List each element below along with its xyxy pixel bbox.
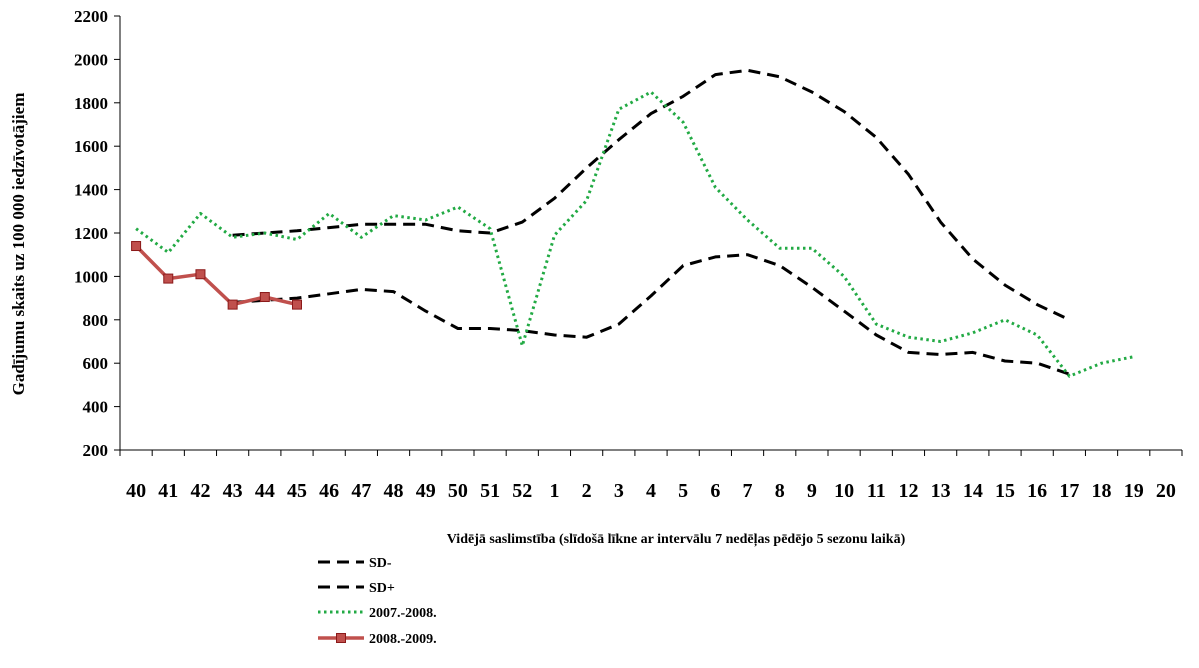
- x-tick-label: 15: [995, 480, 1015, 502]
- y-axis-title: Gadījumu skaits uz 100 000 iedzīvotājiem: [9, 93, 28, 396]
- y-tick-label: 1600: [74, 137, 108, 156]
- x-tick-label: 51: [480, 480, 500, 502]
- x-tick-label: 7: [743, 480, 753, 502]
- x-tick-label: 12: [898, 480, 918, 502]
- legend-label: SD+: [369, 581, 395, 596]
- series-line-3: [135, 90, 1134, 378]
- series-point: [292, 299, 302, 310]
- series-line-2: [232, 68, 1071, 322]
- x-tick-label: 18: [1092, 480, 1112, 502]
- x-tick-label: 47: [351, 480, 371, 502]
- y-tick-label: 1000: [74, 267, 108, 286]
- x-tick-label: 48: [384, 480, 404, 502]
- x-tick-label: 19: [1124, 480, 1144, 502]
- y-tick-label: 1400: [74, 181, 108, 200]
- x-tick-label: 2: [582, 480, 592, 502]
- x-axis-ticks: 40 41 42 43 44 45 46 47 48 49 50 51 52 1 2 3 4 5 6 7 8 9 10 11 1…: [119, 450, 1183, 502]
- x-tick-label: 5: [678, 480, 688, 502]
- legend-label: 2008.-2009.: [369, 632, 437, 647]
- legend: Vidējā saslimstība (slīdošā līkne ar int…: [318, 532, 906, 647]
- series-line-4: [134, 244, 298, 307]
- legend-title: Vidējā saslimstība (slīdošā līkne ar int…: [447, 532, 906, 547]
- y-tick-label: 400: [83, 398, 109, 417]
- x-tick-label: 42: [190, 480, 210, 502]
- x-tick-label: 14: [963, 480, 983, 502]
- legend-label: SD-: [369, 556, 392, 571]
- series-point: [163, 273, 174, 284]
- series-layer: [131, 68, 1134, 378]
- x-tick-label: 43: [223, 480, 243, 502]
- x-tick-label: 4: [646, 480, 656, 502]
- y-tick-label: 1800: [74, 94, 108, 113]
- x-tick-label: 1: [549, 480, 559, 502]
- y-axis-ticks: 200 400 600 800 1000 1200 1400 1600 1800 2000 2200: [74, 7, 120, 460]
- x-tick-label: 17: [1059, 480, 1079, 502]
- x-tick-label: 40: [126, 480, 146, 502]
- series-line-1: [232, 253, 1070, 376]
- x-tick-label: 45: [287, 480, 307, 502]
- x-tick-label: 46: [319, 480, 339, 502]
- x-tick-label: 10: [834, 480, 854, 502]
- x-tick-label: 13: [931, 480, 951, 502]
- x-tick-label: 41: [158, 480, 178, 502]
- x-tick-label: 8: [775, 480, 785, 502]
- x-tick-label: 20: [1156, 480, 1176, 502]
- y-tick-label: 600: [83, 354, 109, 373]
- x-tick-label: 6: [710, 480, 720, 502]
- y-tick-label: 1200: [74, 224, 108, 243]
- y-tick-label: 2000: [74, 50, 108, 69]
- x-tick-label: 9: [807, 480, 817, 502]
- x-tick-label: 11: [867, 480, 886, 502]
- y-tick-label: 2200: [74, 7, 108, 26]
- series-point: [131, 241, 142, 252]
- x-tick-label: 3: [614, 480, 624, 502]
- x-tick-label: 50: [448, 480, 468, 502]
- x-tick-label: 44: [255, 480, 275, 502]
- x-tick-label: 16: [1027, 480, 1047, 502]
- series-point: [259, 292, 270, 303]
- legend-marker: [336, 633, 346, 643]
- y-tick-label: 200: [83, 441, 109, 460]
- legend-label: 2007.-2008.: [369, 606, 437, 621]
- x-tick-label: 49: [416, 480, 436, 502]
- x-tick-label: 52: [512, 480, 532, 502]
- series-point: [227, 299, 238, 310]
- y-tick-label: 800: [83, 311, 109, 330]
- series-point: [195, 269, 206, 280]
